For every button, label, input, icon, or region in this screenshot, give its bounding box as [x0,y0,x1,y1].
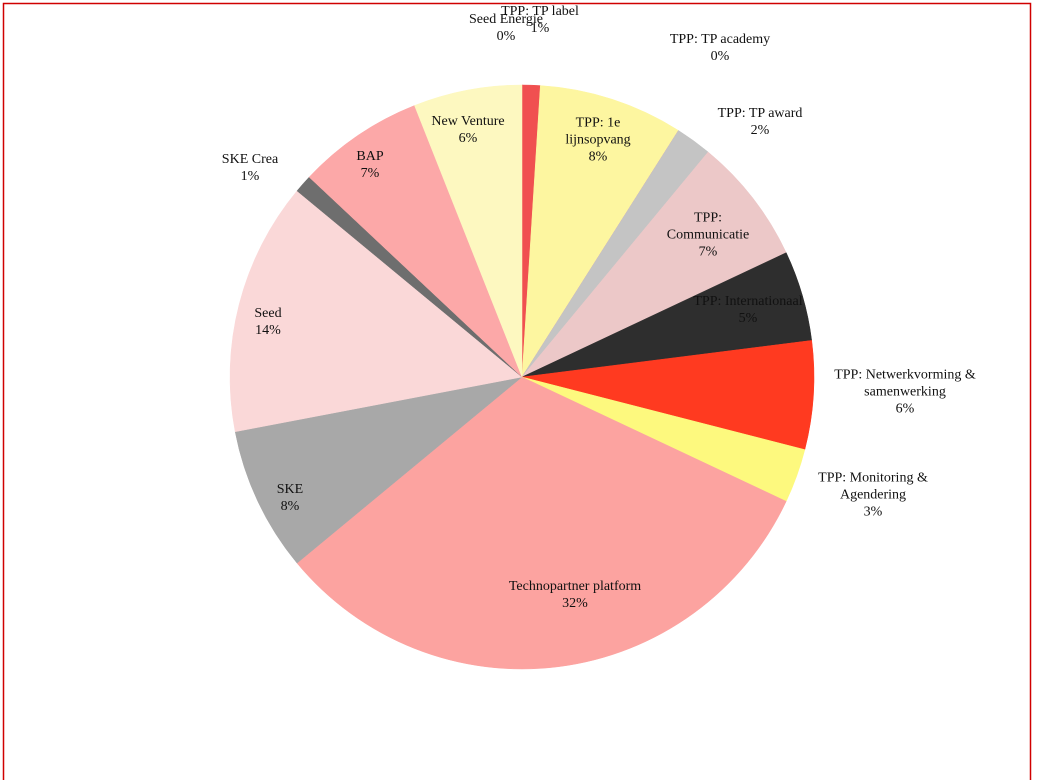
slice-percent: 7% [698,244,718,260]
slice-label: TPP: TP label 1% [490,3,590,37]
slice-name: TPP: Internationaal [693,294,803,309]
slice-percent: 8% [588,149,608,165]
slice-label: New Venture 6% [413,113,523,147]
pie-slice [229,190,523,433]
slice-label: Technopartner platform 32% [465,578,685,612]
slice-label: TPP: Internationaal 5% [688,293,808,327]
slice-label: TPP: TP academy 0% [650,31,790,65]
slice-label: Seed Energie 0% [451,11,561,45]
slice-percent: 1% [530,21,550,36]
slice-label: TPP: Communicatie 7% [653,210,763,261]
slice-percent: 0% [496,29,516,44]
slice-name: Seed [254,306,282,321]
slice-name: TPP: Communicatie [666,210,750,243]
slice-label: BAP 7% [330,148,410,182]
slice-name: SKE [276,482,304,497]
slice-percent: 0% [710,49,730,64]
slice-name: Seed Energie [469,12,543,27]
slice-name: New Venture [431,114,505,129]
slice-percent: 32% [562,596,588,611]
slice-percent: 2% [750,123,770,138]
slice-label: TPP: TP award 2% [700,105,820,139]
slice-percent: 3% [863,504,883,520]
slice-percent: 6% [895,401,915,417]
slice-name: TPP: Monitoring & Agendering [818,470,928,503]
slice-name: Technopartner platform [508,579,642,594]
slice-name: BAP [356,149,384,164]
slice-name: TPP: Netwerkvorming & samenwerking [834,367,976,400]
pie-slice [296,376,787,670]
slice-percent: 8% [280,499,300,514]
slice-name: TPP: TP award [717,106,803,121]
slice-label: Seed 14% [228,305,308,339]
slice-label: SKE Crea 1% [205,151,295,185]
slice-percent: 5% [738,311,758,326]
slice-percent: 1% [240,169,260,184]
slice-percent: 14% [255,323,281,338]
slice-percent: 7% [360,166,380,181]
slice-name: TPP: TP academy [669,32,771,47]
pie-slice [308,105,523,378]
pie-slice [521,151,787,378]
slice-label: TPP: Netwerkvorming & samenwerking 6% [815,367,995,418]
slice-label: SKE 8% [250,481,330,515]
slice-name: TPP: 1e lijnsopvang [565,115,631,148]
slice-percent: 6% [458,131,478,146]
slice-label: TPP: Monitoring & Agendering 3% [798,470,948,521]
slice-label: TPP: 1e lijnsopvang 8% [553,115,643,166]
pie-slice [521,85,679,378]
pie-slice [234,376,523,564]
pie-slice [414,84,523,378]
slice-name: TPP: TP label [501,4,579,19]
slice-name: SKE Crea [221,152,279,167]
